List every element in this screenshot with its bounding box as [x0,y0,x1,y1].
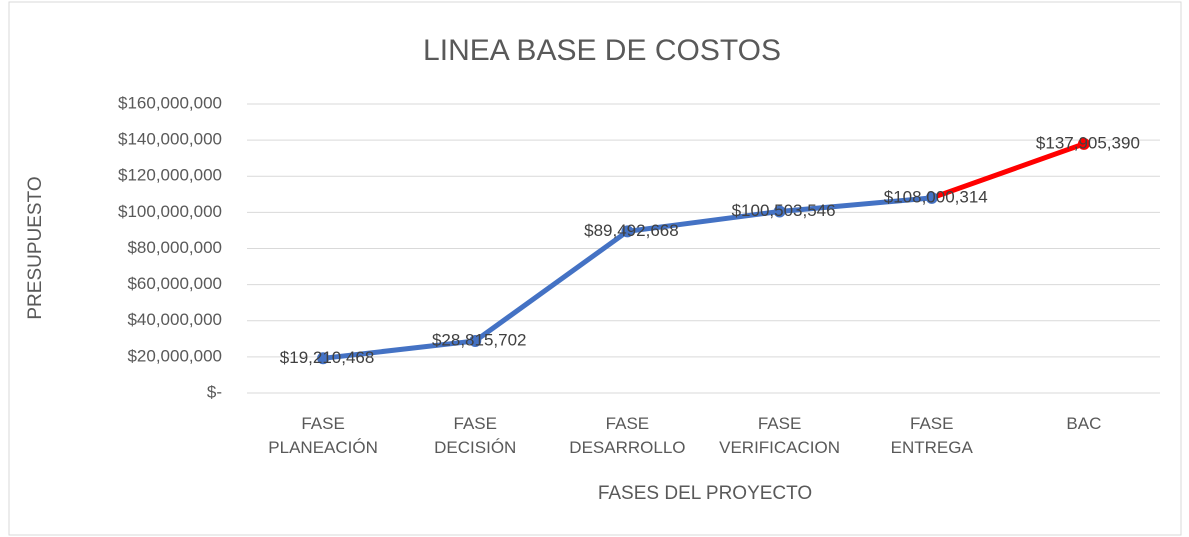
chart-title: LINEA BASE DE COSTOS [423,34,781,67]
y-tick-label: $120,000,000 [118,166,222,185]
data-label: $100,503,546 [732,201,836,220]
y-tick-label: $80,000,000 [127,238,222,257]
data-label: $28,815,702 [432,330,527,349]
y-tick-label: $20,000,000 [127,346,222,365]
marker [469,334,482,347]
y-tick-label: $100,000,000 [118,202,222,221]
line-segment [624,208,783,234]
line-segment [320,338,478,361]
line-segment [777,195,935,214]
y-tick-label: $60,000,000 [127,274,222,293]
line-segment [472,228,630,344]
x-axis-title: FASES DEL PROYECTO [598,483,812,504]
data-label: $89,492,668 [584,221,679,240]
marker [317,352,330,365]
y-tick-label: $- [207,382,222,401]
chart-border [8,1,1182,536]
marker [621,225,634,238]
y-tick-label: $160,000,000 [118,93,222,112]
marker [1077,137,1090,150]
x-tick-label: BAC [1066,414,1102,433]
x-tick-label: FASE ENTREGA [890,414,973,457]
x-tick-label: FASE VERIFICACION [719,414,841,457]
x-tick-label: FASE DECISIÓN [434,414,517,457]
y-tick-label: $140,000,000 [118,130,222,149]
x-tick-label: FASE DESARROLLO [569,414,686,457]
y-axis-title: PRESUPUESTO [25,176,46,319]
data-label: $137,905,390 [1036,133,1140,152]
marker [773,205,786,218]
data-label: $19,210,468 [280,348,375,367]
data-label: $108,000,314 [884,187,988,206]
line-segment [929,141,1087,201]
marker [925,191,938,204]
y-tick-label: $40,000,000 [127,310,222,329]
x-tick-label: FASE PLANEACIÓN [268,414,378,457]
